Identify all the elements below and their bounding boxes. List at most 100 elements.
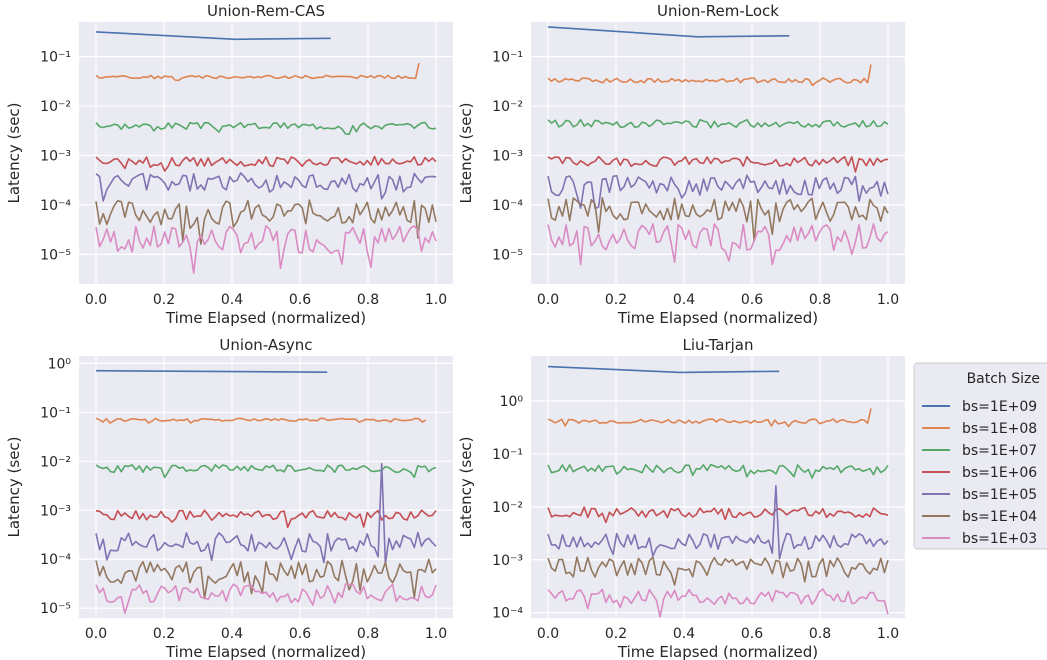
y-tick-label: 10⁻¹ (40, 50, 71, 66)
legend-entry: bs=1E+06 (962, 465, 1037, 481)
x-tick-label: 0.6 (741, 626, 763, 642)
series-line-bs=1E+09 (547, 26, 790, 38)
x-axis-label: Time Elapsed (normalized) (165, 643, 366, 660)
series-line-bs=1E+06 (547, 155, 889, 173)
subplot-4: 0.0 0.2 0.4 0.6 0.8 1.0 10⁻⁴ 10⁻³ 10⁻² 10⁻¹ 10⁰ Liu… (457, 336, 905, 660)
legend-entry: bs=1E+07 (962, 443, 1037, 459)
series-line-bs=1E+09 (95, 31, 331, 41)
x-tick-label: 0.6 (741, 292, 763, 308)
series-line-bs=1E+08 (95, 62, 420, 82)
x-tick-label: 1.0 (877, 626, 899, 642)
plot-area (531, 356, 905, 618)
plot-area (531, 22, 905, 284)
subplots: 0.0 0.2 0.4 0.6 0.8 1.0 10⁻⁵ 10⁻⁴ 10⁻³ 10⁻² 10⁻¹ Un… (5, 2, 905, 660)
series-line-bs=1E+05 (547, 174, 889, 210)
y-tick-label: 10⁻⁵ (40, 247, 71, 263)
series-line-bs=1E+08 (547, 408, 872, 428)
y-tick-label: 10⁻⁴ (40, 552, 71, 568)
series-line-bs=1E+08 (95, 417, 427, 424)
series-line-bs=1E+09 (547, 365, 780, 374)
plot-area (79, 22, 453, 284)
x-tick-label: 0.4 (673, 292, 695, 308)
series-line-bs=1E+04 (95, 558, 437, 600)
x-tick-label: 0.2 (605, 292, 627, 308)
x-tick-label: 0.0 (85, 292, 107, 308)
legend-entry: bs=1E+03 (962, 531, 1037, 547)
x-tick-label: 0.8 (809, 292, 831, 308)
subplot-title: Union-Async (219, 336, 312, 354)
x-tick-label: 0.4 (221, 626, 243, 642)
x-tick-label: 0.2 (605, 626, 627, 642)
x-tick-label: 0.8 (357, 626, 379, 642)
y-tick-label: 10⁻² (492, 99, 523, 115)
y-tick-label: 10⁻¹ (40, 405, 71, 421)
y-tick-label: 10⁻² (40, 99, 71, 115)
series-line-bs=1E+07 (95, 121, 437, 135)
series-line-bs=1E+08 (547, 64, 872, 87)
y-tick-label: 10⁻² (492, 500, 523, 516)
legend-box (913, 362, 1047, 550)
series-line-bs=1E+07 (547, 463, 889, 479)
y-tick-label: 10⁻⁵ (492, 247, 523, 263)
x-tick-label: 0.0 (537, 292, 559, 308)
x-tick-label: 0.0 (537, 626, 559, 642)
x-tick-label: 0.8 (809, 626, 831, 642)
x-tick-label: 0.4 (673, 626, 695, 642)
x-tick-label: 0.6 (289, 626, 311, 642)
subplot-1: 0.0 0.2 0.4 0.6 0.8 1.0 10⁻⁵ 10⁻⁴ 10⁻³ 10⁻² 10⁻¹ Un… (5, 2, 453, 327)
x-tick-label: 1.0 (877, 292, 899, 308)
legend-entry: bs=1E+09 (962, 399, 1037, 415)
series-line-bs=1E+04 (95, 199, 437, 245)
y-axis-label: Latency (sec) (457, 436, 475, 537)
legend-entry: bs=1E+05 (962, 487, 1037, 503)
subplot-title: Union-Rem-CAS (207, 2, 325, 20)
subplot-3: 0.0 0.2 0.4 0.6 0.8 1.0 10⁻⁵ 10⁻⁴ 10⁻³ 10⁻² 10⁻¹ 10… (5, 336, 453, 660)
series-line-bs=1E+03 (95, 583, 437, 615)
y-tick-label: 10⁻⁴ (492, 198, 523, 214)
y-axis-label: Latency (sec) (5, 102, 23, 203)
series-line-bs=1E+07 (95, 464, 437, 479)
subplot-title: Union-Rem-Lock (657, 2, 779, 20)
x-axis-label: Time Elapsed (normalized) (617, 643, 818, 660)
y-tick-label: 10⁻² (40, 454, 71, 470)
y-tick-label: 10⁻¹ (492, 447, 523, 463)
series-line-bs=1E+05 (547, 484, 889, 560)
series-line-bs=1E+05 (95, 462, 437, 565)
x-tick-label: 0.2 (153, 626, 175, 642)
x-axis-label: Time Elapsed (normalized) (165, 309, 366, 327)
x-tick-label: 0.6 (289, 292, 311, 308)
y-tick-label: 10⁰ (500, 394, 524, 410)
plot-area (79, 356, 453, 618)
y-tick-label: 10⁻³ (492, 553, 523, 569)
y-tick-label: 10⁻⁴ (40, 198, 71, 214)
legend-entries: bs=1E+09 bs=1E+08 bs=1E+07 bs=1E+06 bs=1E+05… (922, 399, 1037, 547)
subplot-2: 0.0 0.2 0.4 0.6 0.8 1.0 10⁻⁵ 10⁻⁴ 10⁻³ 10⁻² 10⁻¹ Un… (457, 2, 905, 327)
x-tick-label: 0.4 (221, 292, 243, 308)
legend: Batch Size bs=1E+09bs=1E+08bs=1E+07bs=1E… (913, 362, 1047, 550)
y-tick-label: 10⁻⁴ (492, 606, 523, 622)
series-line-bs=1E+03 (547, 223, 889, 266)
x-tick-label: 0.8 (357, 292, 379, 308)
x-tick-label: 0.0 (85, 626, 107, 642)
series-line-bs=1E+07 (547, 118, 889, 129)
y-tick-label: 10⁻⁵ (40, 601, 71, 617)
y-tick-label: 10⁻³ (492, 148, 523, 164)
y-tick-label: 10⁻³ (40, 148, 71, 164)
x-tick-label: 1.0 (425, 626, 447, 642)
x-tick-label: 0.2 (153, 292, 175, 308)
series-line-bs=1E+05 (95, 172, 437, 202)
series-line-bs=1E+04 (547, 556, 889, 586)
y-tick-label: 10⁻³ (40, 503, 71, 519)
y-tick-label: 10⁰ (48, 356, 72, 372)
series-line-bs=1E+06 (95, 155, 437, 172)
y-axis-label: Latency (sec) (457, 102, 475, 203)
series-line-bs=1E+06 (547, 506, 889, 524)
legend-entry: bs=1E+08 (962, 421, 1037, 437)
x-tick-label: 1.0 (425, 292, 447, 308)
series-line-bs=1E+03 (95, 225, 437, 274)
y-axis-label: Latency (sec) (5, 436, 23, 537)
x-axis-label: Time Elapsed (normalized) (617, 309, 818, 327)
subplot-title: Liu-Tarjan (683, 336, 754, 354)
series-line-bs=1E+09 (95, 369, 328, 373)
